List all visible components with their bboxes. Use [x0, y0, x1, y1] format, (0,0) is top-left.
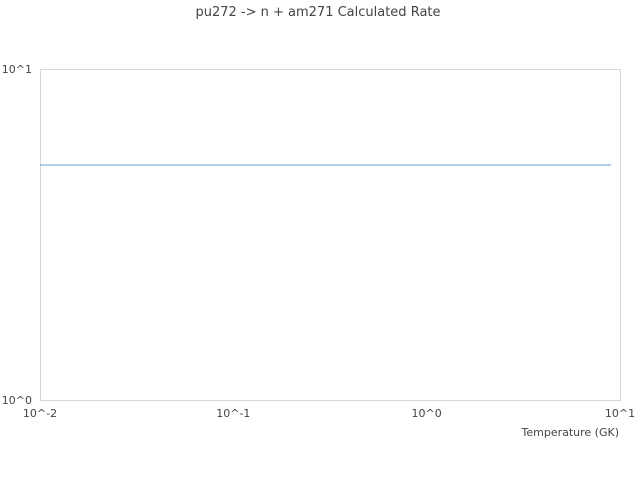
x-axis-label: Temperature (GK): [521, 426, 620, 439]
x-tick-label: 10^0: [412, 407, 442, 420]
x-tick-label: 10^-1: [216, 407, 250, 420]
y-tick-label: 10^0: [2, 394, 32, 407]
x-tick-label: 10^1: [605, 407, 635, 420]
x-tick-label: 10^-2: [23, 407, 57, 420]
plot-area: [40, 69, 621, 401]
chart-title: pu272 -> n + am271 Calculated Rate: [195, 5, 440, 20]
y-tick-label: 10^1: [2, 63, 32, 76]
